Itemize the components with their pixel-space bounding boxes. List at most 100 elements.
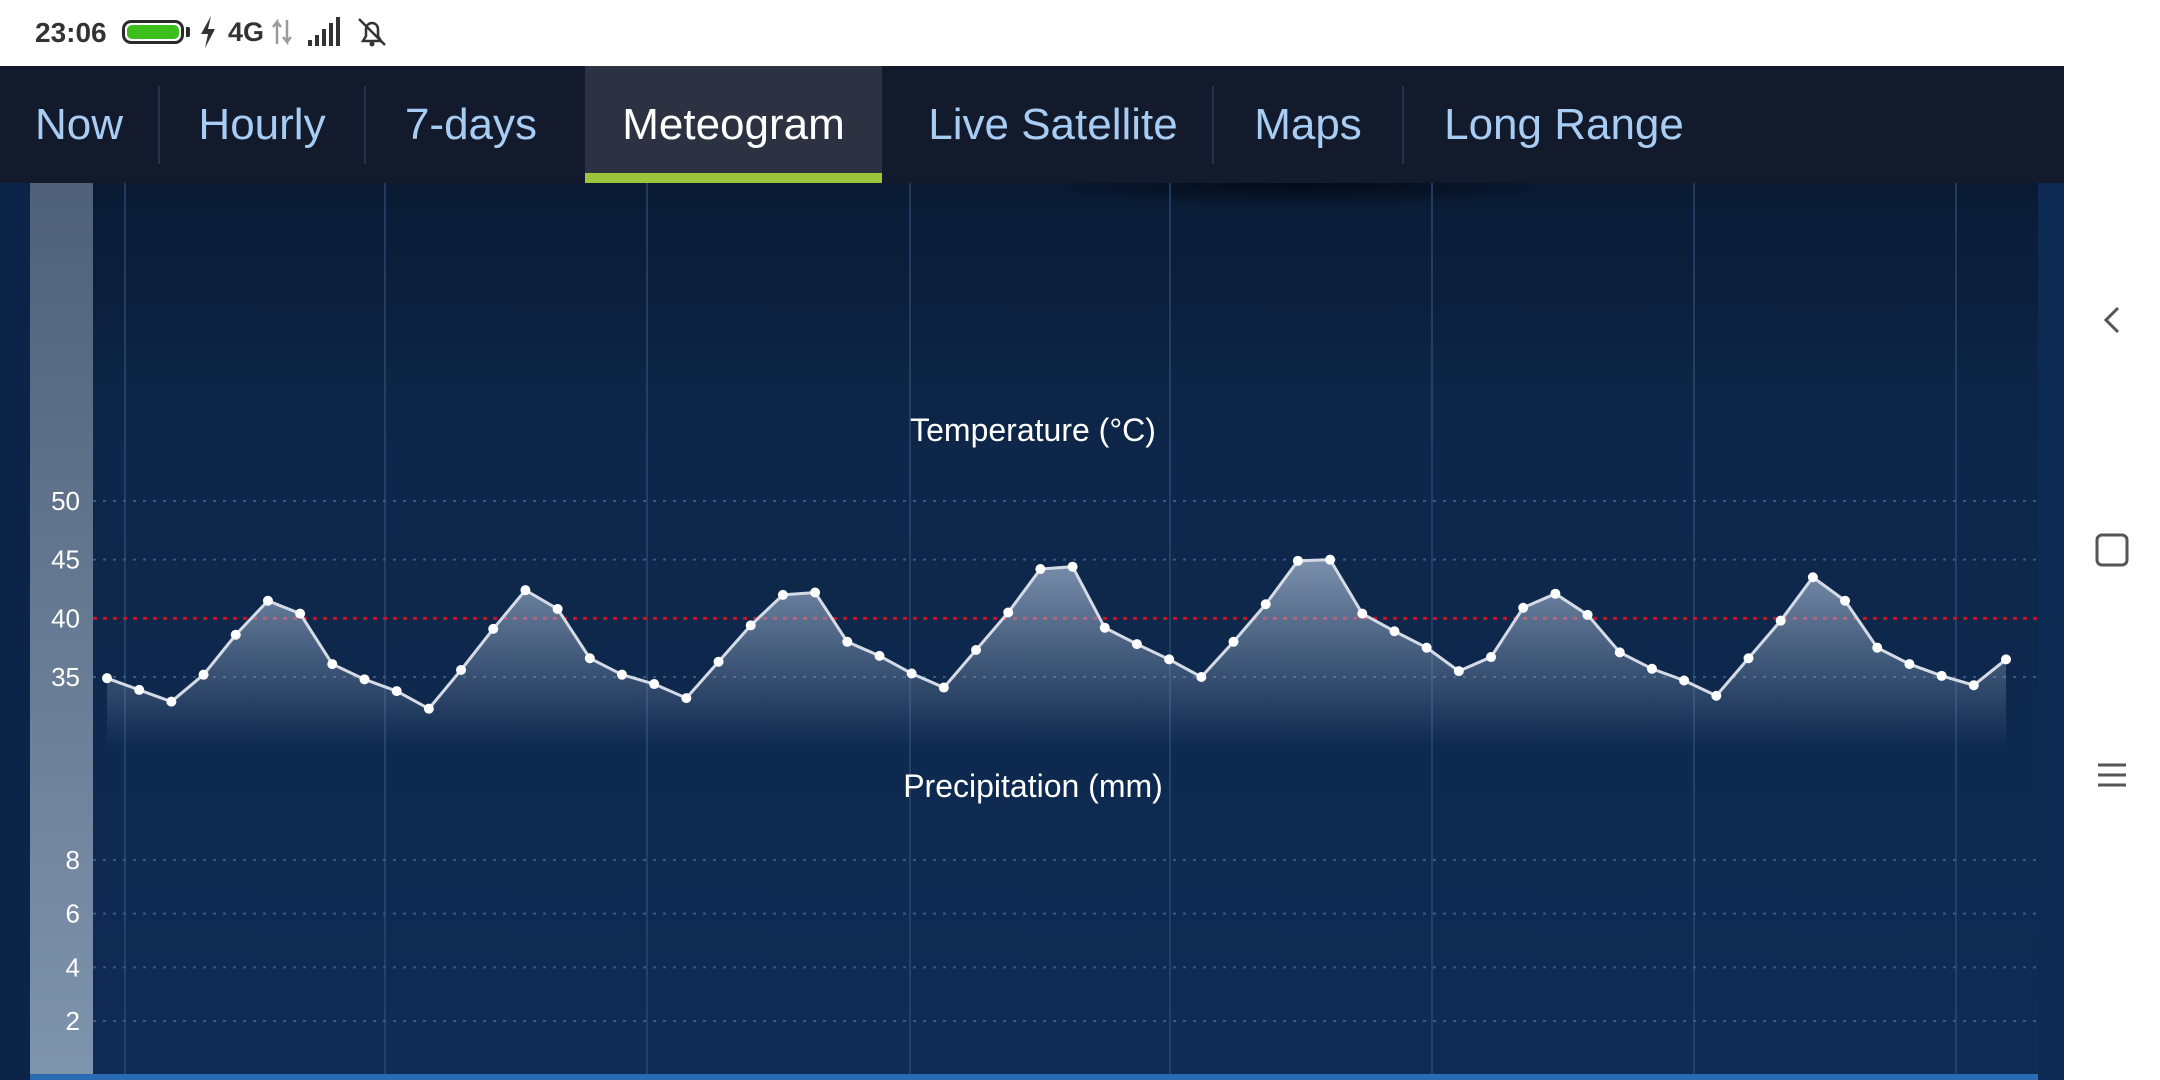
meteogram-chart[interactable]: Temperature (°C) 35 40 45 50 Precipitation … — [0, 183, 2064, 1080]
tab-divider — [158, 86, 160, 164]
temperature-point — [1131, 639, 1142, 650]
temperature-point — [1936, 670, 1947, 681]
precipitation-tick-label: 6 — [66, 899, 80, 929]
temperature-point — [198, 669, 209, 680]
data-arrows-icon — [272, 18, 292, 46]
temperature-point — [391, 686, 402, 697]
shadow-glow — [1070, 183, 1530, 223]
battery-tip — [186, 27, 190, 37]
temperature-title: Temperature (°C) — [910, 412, 1156, 448]
temperature-point — [1968, 680, 1979, 691]
temperature-point — [1711, 690, 1722, 701]
temperature-point — [971, 645, 982, 656]
bottom-bar — [30, 1074, 2038, 1080]
status-time: 23:06 — [35, 17, 107, 48]
temperature-point — [745, 620, 756, 631]
temperature-point — [1325, 554, 1336, 565]
tab-long-range[interactable]: Long Range — [1444, 99, 1684, 149]
tab-maps[interactable]: Maps — [1254, 99, 1362, 149]
temperature-point — [1775, 615, 1786, 626]
temperature-point — [359, 674, 370, 685]
temperature-point — [1679, 675, 1690, 686]
temperature-point — [584, 653, 595, 664]
temperature-point — [1486, 652, 1497, 663]
temperature-point — [906, 668, 917, 679]
home-icon[interactable] — [2082, 520, 2142, 580]
temperature-area — [107, 559, 2006, 748]
precipitation-tick-label: 2 — [66, 1006, 80, 1036]
temperature-point — [1196, 672, 1207, 682]
vertical-grid — [124, 183, 1957, 1080]
temperature-point — [1872, 642, 1883, 653]
temperature-point — [713, 656, 724, 667]
temperature-point — [2001, 654, 2011, 665]
temperature-point — [520, 585, 531, 596]
navigation-rail — [2064, 0, 2160, 1080]
network-type: 4G — [228, 17, 265, 47]
signal-icon — [308, 17, 340, 46]
temperature-point — [423, 703, 434, 714]
temperature-point — [810, 587, 821, 598]
temperature-point — [1357, 608, 1368, 619]
temperature-point — [1067, 561, 1078, 572]
menu-icon[interactable] — [2082, 745, 2142, 805]
temperature-point — [295, 608, 306, 619]
temperature-point — [1099, 622, 1110, 633]
precipitation-tick-label: 4 — [66, 952, 80, 982]
temperature-point — [552, 603, 563, 614]
tab-divider — [1212, 86, 1214, 164]
temperature-point — [1164, 654, 1175, 665]
temperature-line — [106, 558, 2007, 711]
temperature-point — [262, 595, 273, 606]
tab-divider — [1402, 86, 1404, 164]
back-icon[interactable] — [2082, 290, 2142, 350]
temperature-point — [1807, 572, 1818, 583]
temperature-point — [456, 664, 467, 675]
temperature-point — [1743, 653, 1754, 664]
temperature-point — [681, 693, 692, 704]
temperature-point — [1582, 609, 1593, 620]
precipitation-title: Precipitation (mm) — [903, 768, 1163, 804]
temperature-chart: Temperature (°C) 35 40 45 50 — [51, 412, 2038, 748]
temperature-point — [616, 669, 627, 680]
temperature-point — [1035, 564, 1046, 575]
temperature-point — [938, 682, 949, 693]
tab-live-satellite[interactable]: Live Satellite — [928, 99, 1178, 149]
temperature-point — [102, 673, 112, 684]
temperature-tick-label: 35 — [51, 662, 80, 692]
temperature-point — [1228, 636, 1239, 647]
battery-icon — [122, 20, 184, 44]
temperature-point — [649, 679, 660, 690]
temperature-tick-label: 45 — [51, 545, 80, 575]
tab-hourly[interactable]: Hourly — [198, 99, 326, 149]
alarm-off-icon — [358, 18, 386, 47]
tab-bar: Now Hourly 7-days Meteogram Live Satelli… — [0, 66, 2064, 183]
temperature-point — [166, 696, 177, 707]
temperature-point — [1646, 663, 1657, 674]
tab-7-days[interactable]: 7-days — [404, 99, 538, 149]
temperature-point — [1292, 555, 1303, 566]
temperature-point — [488, 623, 499, 634]
temperature-point — [134, 684, 145, 695]
tab-now[interactable]: Now — [34, 99, 124, 149]
temperature-point — [874, 650, 885, 661]
temperature-point — [842, 636, 853, 647]
precipitation-chart: Precipitation (mm) 2 4 6 8 — [66, 768, 2038, 1036]
tab-meteogram[interactable]: Meteogram — [585, 66, 882, 183]
temperature-point — [1518, 602, 1529, 613]
tab-divider — [364, 86, 366, 164]
precipitation-tick-label: 8 — [66, 845, 80, 875]
temperature-point — [230, 629, 241, 640]
temperature-point — [1421, 642, 1432, 653]
temperature-point — [1550, 588, 1561, 599]
temperature-point — [1614, 647, 1625, 658]
temperature-tick-label: 50 — [51, 486, 80, 516]
temperature-point — [1840, 595, 1851, 606]
status-bar: 23:06 4G — [0, 0, 2064, 66]
temperature-point — [1003, 607, 1014, 618]
y-axis-band — [30, 183, 93, 1080]
temperature-point — [1260, 599, 1271, 610]
meteogram-svg: Temperature (°C) 35 40 45 50 Precipitation … — [30, 183, 2038, 1080]
temperature-point — [777, 589, 788, 600]
temperature-tick-label: 40 — [51, 603, 80, 633]
